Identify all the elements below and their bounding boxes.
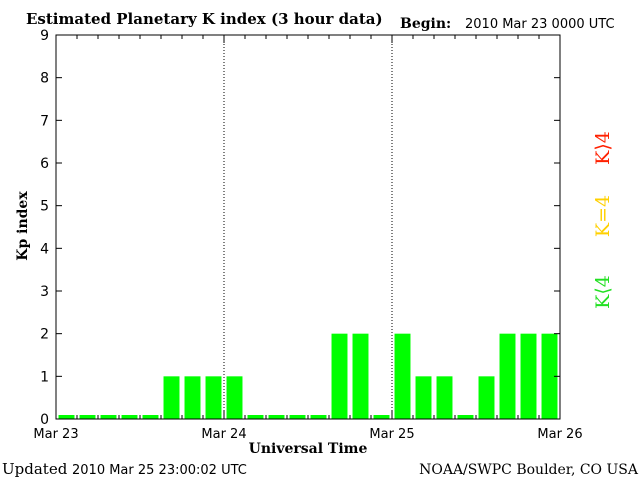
y-axis-label: Kp index xyxy=(15,191,31,261)
y-axis-ticks: 0 1 2 3 4 5 6 7 8 9 xyxy=(40,28,560,428)
legend-k-less-4: K⟨4 xyxy=(592,275,614,309)
kp-bar xyxy=(142,415,159,419)
x-day-label: Mar 23 xyxy=(33,427,78,442)
day-separators xyxy=(223,35,393,419)
kp-bar xyxy=(100,415,117,419)
y-tick-label: 9 xyxy=(40,28,49,44)
kp-bar xyxy=(289,415,306,419)
kp-bar xyxy=(58,415,75,419)
updated-value: 2010 Mar 25 23:00:02 UTC xyxy=(72,463,247,478)
y-tick-label: 3 xyxy=(40,284,49,300)
kp-bar xyxy=(373,415,390,419)
updated-label: Updated xyxy=(2,460,68,478)
x-axis-label: Universal Time xyxy=(249,441,368,457)
kp-bar xyxy=(310,415,327,419)
x-day-label: Mar 26 xyxy=(537,427,582,442)
kp-bar xyxy=(352,333,369,419)
y-tick-label: 4 xyxy=(40,241,49,257)
begin-label: Begin: xyxy=(400,16,451,32)
kp-bar xyxy=(457,415,474,419)
y-tick-label: 1 xyxy=(40,369,49,385)
chart-title: Estimated Planetary K index (3 hour data… xyxy=(26,10,383,28)
kp-bar xyxy=(520,333,537,419)
legend-k-equal-4: K=4 xyxy=(592,195,614,237)
y-tick-label: 2 xyxy=(40,327,49,343)
kp-bar xyxy=(184,376,201,419)
kp-bar xyxy=(415,376,432,419)
kp-bar xyxy=(205,376,222,419)
kp-bar xyxy=(247,415,264,419)
kp-bar xyxy=(331,333,348,419)
y-tick-label: 7 xyxy=(40,113,49,129)
plot-frame xyxy=(55,34,561,420)
y-tick-label: 5 xyxy=(40,199,49,215)
y-tick-label: 0 xyxy=(40,412,49,428)
y-tick-label: 8 xyxy=(40,71,49,87)
kp-bar xyxy=(499,333,516,419)
x-day-label: Mar 24 xyxy=(201,427,246,442)
bars-group xyxy=(58,333,558,419)
source-credit: NOAA/SWPC Boulder, CO USA xyxy=(419,462,639,478)
legend-k-greater-4: K⟩4 xyxy=(592,131,614,165)
kp-bar xyxy=(478,376,495,419)
kp-bar xyxy=(226,376,243,419)
kp-bar xyxy=(121,415,138,419)
kp-bar xyxy=(268,415,285,419)
begin-value: 2010 Mar 23 0000 UTC xyxy=(465,17,615,32)
kp-bar xyxy=(541,333,558,419)
kp-bar xyxy=(436,376,453,419)
x-day-label: Mar 25 xyxy=(369,427,414,442)
y-tick-label: 6 xyxy=(40,156,49,172)
x-axis-ticks: Mar 23 Mar 24 Mar 25 Mar 26 xyxy=(33,35,583,442)
kp-bar xyxy=(163,376,180,419)
kp-bar xyxy=(79,415,96,419)
kp-bar xyxy=(394,333,411,419)
